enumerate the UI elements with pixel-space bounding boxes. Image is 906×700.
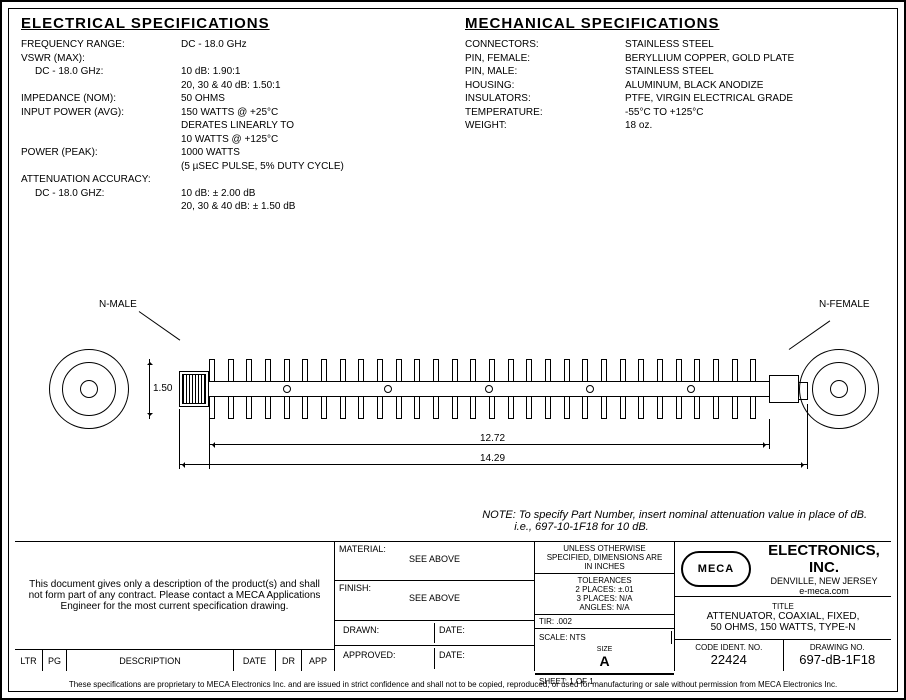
spec-row: INPUT POWER (AVG):150 WATTS @ +25°C [21, 106, 441, 120]
drawing-sheet: ELECTRICAL SPECIFICATIONS FREQUENCY RANG… [0, 0, 906, 700]
tol-tir: TIR: .002 [535, 615, 674, 629]
electrical-specs: ELECTRICAL SPECIFICATIONS FREQUENCY RANG… [21, 15, 441, 214]
tb-mid: MATERIAL: SEE ABOVE FINISH: SEE ABOVE DR… [335, 542, 535, 671]
connector-female [769, 375, 799, 403]
mech-title: MECHANICAL SPECIFICATIONS [465, 15, 885, 32]
disclaimer: This document gives only a description o… [15, 542, 334, 649]
component-drawing: N-MALE N-FEMALE 1.50 12.72 14.29 [9, 299, 897, 499]
elec-title: ELECTRICAL SPECIFICATIONS [21, 15, 441, 32]
company-cell: MECA ELECTRONICS, INC. DENVILLE, NEW JER… [675, 542, 891, 597]
proprietary-footer: These specifications are proprietary to … [9, 680, 897, 689]
rev-date: DATE [234, 650, 276, 671]
drawing-number: DRAWING NO. 697-dB-1F18 [784, 640, 892, 671]
spec-row: ATTENUATION ACCURACY: [21, 173, 441, 187]
leader-female [789, 320, 831, 349]
finish-cell: FINISH: SEE ABOVE [335, 581, 534, 620]
drawing-title: TITLE ATTENUATOR, COAXIAL, FIXED, 50 OHM… [675, 597, 891, 640]
rev-pg: PG [43, 650, 67, 671]
spec-row: 20, 30 & 40 dB: 1.50:1 [21, 79, 441, 93]
dim-height-line [149, 359, 150, 419]
rev-ltr: LTR [15, 650, 43, 671]
spec-row: DC - 18.0 GHZ:10 dB: ± 2.00 dB [21, 187, 441, 201]
spec-row: VSWR (MAX): [21, 52, 441, 66]
spec-row: DERATES LINEARLY TO [21, 119, 441, 133]
spec-row: 20, 30 & 40 dB: ± 1.50 dB [21, 200, 441, 214]
dim-height: 1.50 [153, 383, 172, 394]
part-number-note: NOTE: To specify Part Number, insert nom… [482, 509, 867, 533]
note-line1: NOTE: To specify Part Number, insert nom… [482, 509, 867, 521]
spec-row: CONNECTORS:STAINLESS STEEL [465, 38, 885, 52]
connector-male [179, 371, 209, 407]
spec-row: PIN, FEMALE:BERYLLIUM COPPER, GOLD PLATE [465, 52, 885, 66]
mechanical-specs: MECHANICAL SPECIFICATIONS CONNECTORS:STA… [465, 15, 885, 214]
dim-overall: 14.29 [477, 453, 508, 464]
spec-row: DC - 18.0 GHz:10 dB: 1.90:1 [21, 65, 441, 79]
note-line2: i.e., 697-10-1F18 for 10 dB. [482, 521, 867, 533]
spec-row: IMPEDANCE (NOM):50 OHMS [21, 92, 441, 106]
code-ident: CODE IDENT. NO. 22424 [675, 640, 784, 671]
spec-row: 10 WATTS @ +125°C [21, 133, 441, 147]
dim-overall-line [179, 464, 807, 465]
specifications: ELECTRICAL SPECIFICATIONS FREQUENCY RANG… [9, 9, 897, 214]
leader-male [139, 311, 181, 340]
dim-body-line [209, 444, 769, 445]
company-info: ELECTRONICS, INC. DENVILLE, NEW JERSEY e… [757, 542, 891, 596]
spec-row: PIN, MALE:STAINLESS STEEL [465, 65, 885, 79]
drawn-cell: DRAWN: DATE: [335, 621, 534, 647]
dim-body: 12.72 [477, 433, 508, 444]
end-view-female [799, 349, 879, 429]
attenuator-body [209, 359, 769, 419]
title-block: This document gives only a description o… [15, 541, 891, 671]
meca-logo: MECA [681, 551, 751, 587]
spec-row: HOUSING:ALUMINUM, BLACK ANODIZE [465, 79, 885, 93]
rev-app: APP [302, 650, 334, 671]
rev-dr: DR [276, 650, 302, 671]
tol-scale-size: SCALE: NTS SIZE A [535, 629, 674, 674]
revision-header: LTR PG DESCRIPTION DATE DR APP [15, 649, 334, 671]
inner-border: ELECTRICAL SPECIFICATIONS FREQUENCY RANG… [8, 8, 898, 692]
spec-row: WEIGHT:18 oz. [465, 119, 885, 133]
tb-tolerances: UNLESS OTHERWISE SPECIFIED, DIMENSIONS A… [535, 542, 675, 671]
approved-cell: APPROVED: DATE: [335, 646, 534, 671]
end-view-male [49, 349, 129, 429]
spec-row: TEMPERATURE:-55°C TO +125°C [465, 106, 885, 120]
tol-header: UNLESS OTHERWISE SPECIFIED, DIMENSIONS A… [535, 542, 674, 574]
tb-right: MECA ELECTRONICS, INC. DENVILLE, NEW JER… [675, 542, 891, 671]
spec-row: (5 µSEC PULSE, 5% DUTY CYCLE) [21, 160, 441, 174]
tol-values: TOLERANCES 2 PLACES: ±.01 3 PLACES: N/A … [535, 574, 674, 615]
callout-nmale: N-MALE [99, 299, 137, 310]
tb-left: This document gives only a description o… [15, 542, 335, 671]
spec-row: POWER (PEAK):1000 WATTS [21, 146, 441, 160]
callout-nfemale: N-FEMALE [819, 299, 870, 310]
spec-row: FREQUENCY RANGE:DC - 18.0 GHz [21, 38, 441, 52]
spec-row: INSULATORS:PTFE, VIRGIN ELECTRICAL GRADE [465, 92, 885, 106]
size-cell: SIZE A [537, 644, 672, 671]
rev-desc: DESCRIPTION [67, 650, 234, 671]
material-cell: MATERIAL: SEE ABOVE [335, 542, 534, 581]
tb-ident-row: CODE IDENT. NO. 22424 DRAWING NO. 697-dB… [675, 640, 891, 671]
